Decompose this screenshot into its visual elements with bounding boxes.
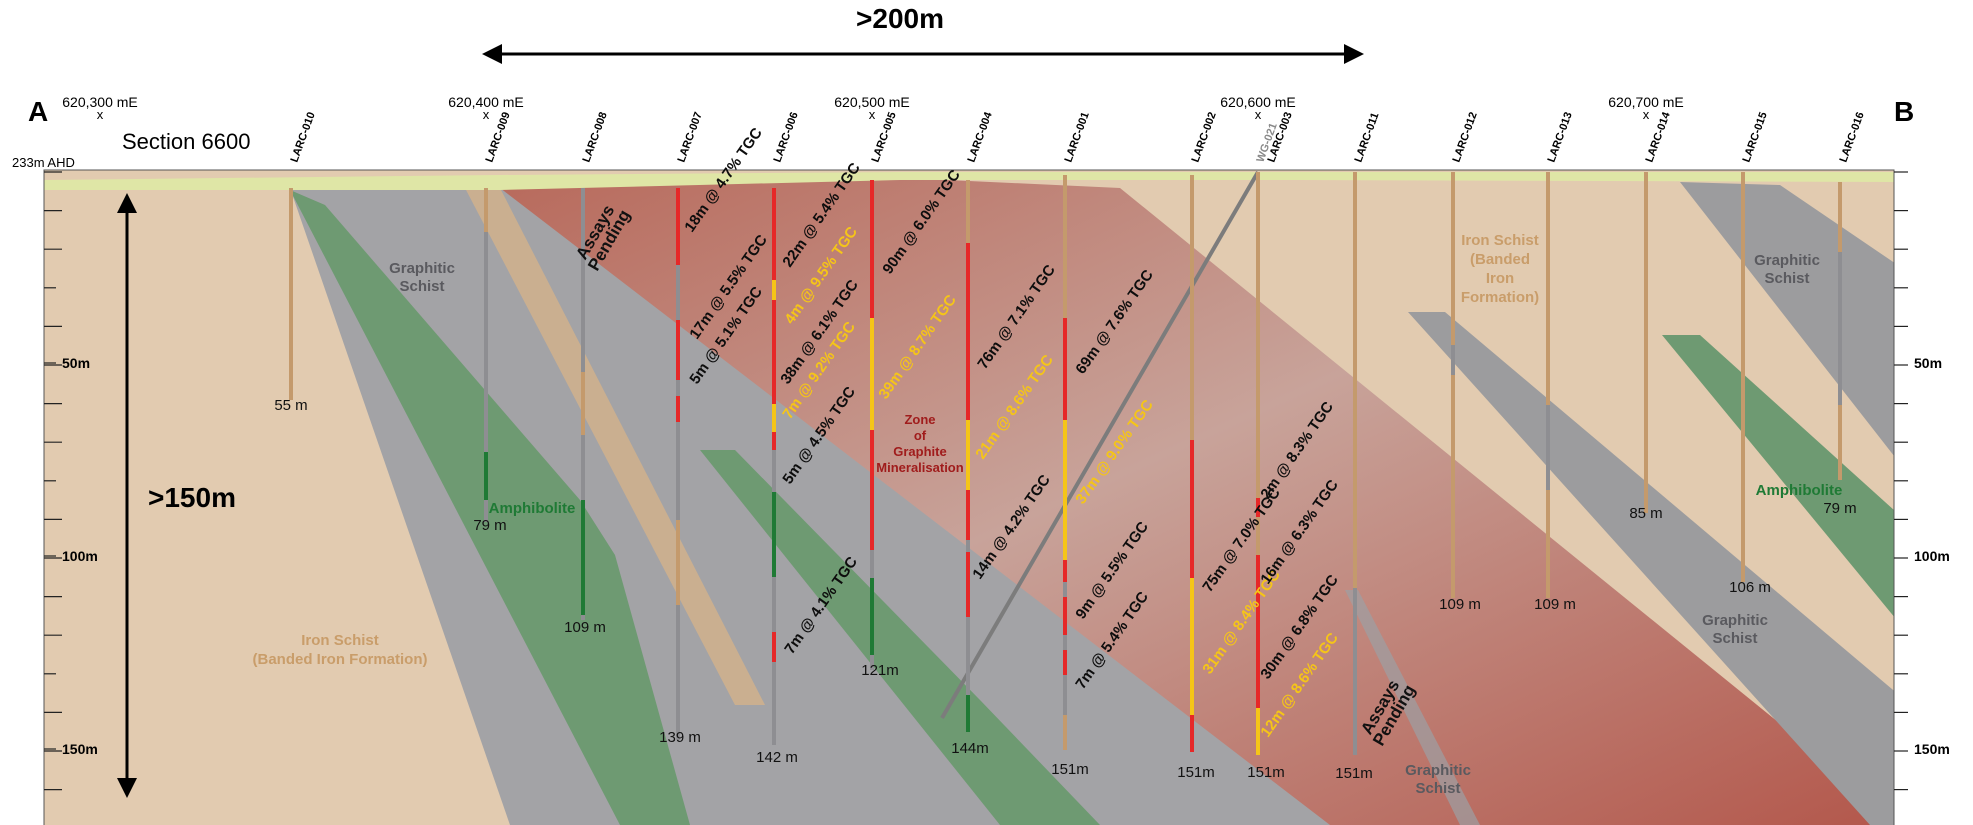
width-arrow-left-head — [482, 44, 502, 64]
hole-label: LARC-008 — [581, 111, 610, 165]
depth-tick-marks — [44, 171, 1908, 791]
hole-depth-label: 151m — [1335, 765, 1373, 782]
easting-marker: x — [1255, 107, 1262, 122]
depth-tick-label: 50m — [62, 355, 90, 371]
unit-label-amphibolite: Amphibolite — [489, 500, 576, 517]
unit-label-iron-schist: Iron Schist (Banded Iron Formation) — [1461, 232, 1539, 306]
hole-depth-label: 144m — [951, 740, 989, 757]
hole-depth-label: 109 m — [1439, 596, 1481, 613]
angled-drillhole-wg021 — [940, 170, 1260, 720]
unit-label-mineralisation-zone: Zone of Graphite Mineralisation — [876, 412, 963, 475]
hole-depth-label: 121m — [861, 662, 899, 679]
graphitic-schist-band-right-1 — [1408, 312, 1894, 825]
rl-label: 233m AHD — [12, 155, 75, 170]
hole-depth-label: 151m — [1177, 764, 1215, 781]
easting-label: 620,600 mE — [1220, 94, 1296, 110]
easting-label: 620,300 mE — [62, 94, 138, 110]
hole-depth-label: 79 m — [1823, 500, 1856, 517]
depth-arrow-bottom-head — [117, 778, 137, 798]
amphibolite-band-left — [290, 190, 690, 825]
unit-label-graphitic-schist: Graphitic Schist — [389, 260, 455, 295]
easting-marker: x — [1643, 107, 1650, 122]
hole-label: LARC-010 — [289, 111, 318, 165]
depth-tick-label: 50m — [1914, 355, 1942, 371]
hole-depth-label: 151m — [1051, 761, 1089, 778]
fault-strip — [1345, 590, 1480, 825]
depth-tick-label: 150m — [1914, 741, 1950, 757]
hole-depth-label: 151m — [1247, 764, 1285, 781]
hole-label: LARC-015 — [1741, 111, 1770, 165]
hole-depth-label: 55 m — [274, 397, 307, 414]
unit-label-graphitic-schist: Graphitic Schist — [1405, 762, 1471, 797]
iron-schist-sliver — [465, 188, 765, 705]
easting-label: 620,400 mE — [448, 94, 524, 110]
section-title: Section 6600 — [122, 129, 250, 154]
hole-label: LARC-004 — [966, 110, 996, 164]
easting-label: 620,500 mE — [834, 94, 910, 110]
hole-depth-label: 106 m — [1729, 579, 1771, 596]
hole-depth-label: 142 m — [756, 749, 798, 766]
hole-label: LARC-011 — [1353, 111, 1382, 164]
surface-cover — [44, 172, 1894, 190]
amphibolite-band-right — [1662, 335, 1894, 617]
hole-label: LARC-006 — [772, 111, 801, 165]
hole-label: LARC-002 — [1190, 111, 1219, 165]
depth-tick-label: 150m — [62, 741, 98, 757]
hole-depth-label: 139 m — [659, 729, 701, 746]
graphite-mineralisation-zone — [500, 178, 1894, 825]
hole-label: LARC-012 — [1451, 111, 1480, 165]
width-arrow-right-head — [1344, 44, 1364, 64]
unit-label-graphitic-schist: Graphitic Schist — [1754, 252, 1820, 287]
unit-label-iron-schist: Iron Schist (Banded Iron Formation) — [253, 632, 428, 668]
easting-label: 620,700 mE — [1608, 94, 1684, 110]
easting-marker: x — [97, 107, 104, 122]
hole-depth-label: 109 m — [564, 619, 606, 636]
section-frame — [43, 169, 1895, 825]
depth-tick-label: 100m — [62, 548, 98, 564]
amphibolite-band-middle — [700, 450, 1100, 825]
hole-depth-label: 85 m — [1629, 505, 1662, 522]
hole-label: LARC-007 — [676, 111, 705, 165]
hole-label: LARC-001 — [1063, 111, 1092, 165]
hole-depth-label: 79 m — [473, 517, 506, 534]
section-end-a: A — [28, 96, 48, 127]
unit-label-amphibolite: Amphibolite — [1756, 482, 1843, 499]
hole-label: LARC-013 — [1546, 111, 1575, 165]
depth-tick-label: 100m — [1914, 548, 1950, 564]
depth-label: >150m — [148, 482, 236, 513]
hole-depth-label: 109 m — [1534, 596, 1576, 613]
section-end-b: B — [1894, 96, 1914, 127]
easting-marker: x — [483, 107, 490, 122]
depth-arrow-top-head — [117, 193, 137, 213]
hole-label: LARC-016 — [1838, 111, 1867, 165]
easting-marker: x — [869, 107, 876, 122]
unit-label-graphitic-schist: Graphitic Schist — [1702, 612, 1768, 647]
width-label: >200m — [856, 3, 944, 34]
